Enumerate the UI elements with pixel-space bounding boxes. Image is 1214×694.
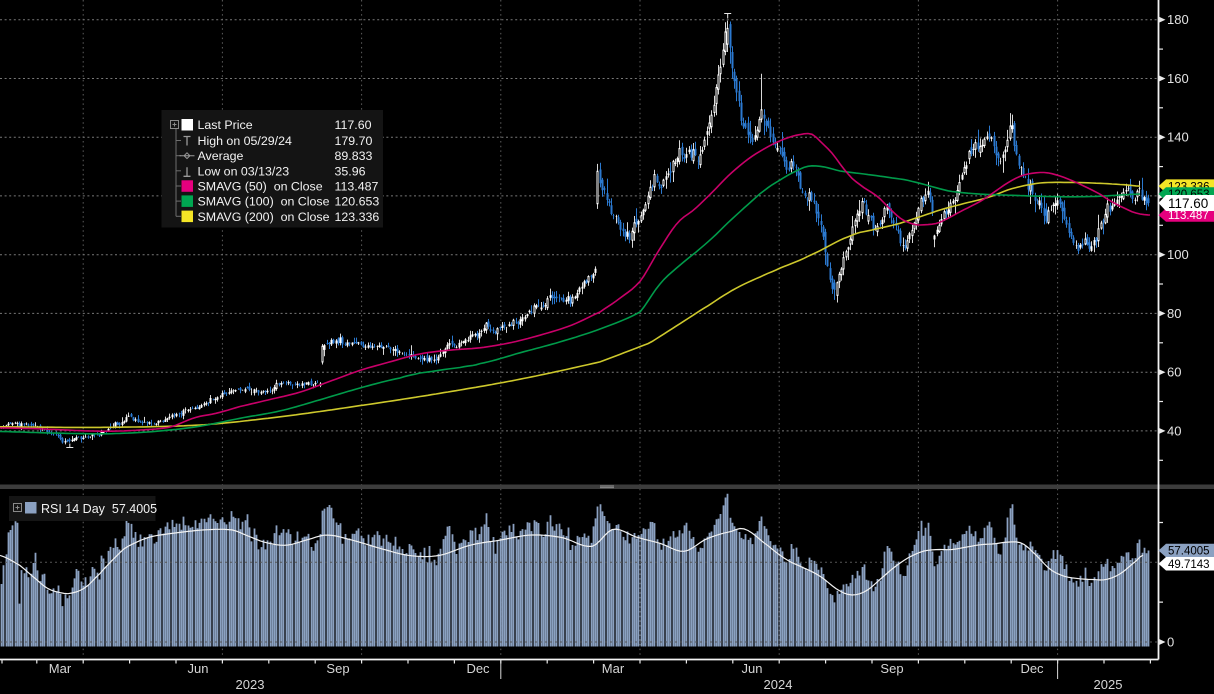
svg-text:180: 180 <box>1167 12 1189 27</box>
svg-text:Mar: Mar <box>602 661 625 676</box>
svg-text:60: 60 <box>1167 365 1181 380</box>
svg-text:Mar: Mar <box>49 661 72 676</box>
svg-text:SMAVG (100) on Close: SMAVG (100) on Close <box>198 195 330 209</box>
svg-text:49.7143: 49.7143 <box>1168 559 1210 571</box>
svg-text:117.60: 117.60 <box>335 118 372 132</box>
svg-text:2024: 2024 <box>764 677 793 692</box>
svg-text:100: 100 <box>1167 247 1189 262</box>
svg-text:179.70: 179.70 <box>335 134 373 148</box>
svg-text:0: 0 <box>1167 635 1174 650</box>
svg-text:SMAVG (50) on Close: SMAVG (50) on Close <box>198 180 323 194</box>
svg-text:40: 40 <box>1167 423 1181 438</box>
svg-text:123.336: 123.336 <box>335 210 380 224</box>
svg-text:Sep: Sep <box>326 661 349 676</box>
svg-text:High on 05/29/24: High on 05/29/24 <box>198 134 292 148</box>
svg-text:2023: 2023 <box>236 677 265 692</box>
svg-text:35.96: 35.96 <box>335 164 366 178</box>
svg-text:SMAVG (200) on Close: SMAVG (200) on Close <box>198 210 330 224</box>
svg-text:Last Price: Last Price <box>198 118 253 132</box>
svg-text:80: 80 <box>1167 306 1181 321</box>
svg-text:Jun: Jun <box>188 661 209 676</box>
svg-text:117.60: 117.60 <box>1168 196 1208 211</box>
svg-text:Low on 03/13/23: Low on 03/13/23 <box>198 164 290 178</box>
svg-text:Dec: Dec <box>1020 661 1044 676</box>
svg-text:RSI 14 Day 57.4005: RSI 14 Day 57.4005 <box>41 502 157 516</box>
svg-text:Dec: Dec <box>466 661 490 676</box>
svg-text:2025: 2025 <box>1094 677 1123 692</box>
svg-text:113.487: 113.487 <box>335 180 379 194</box>
svg-text:Average: Average <box>198 149 244 163</box>
svg-text:Sep: Sep <box>880 661 903 676</box>
svg-text:89.833: 89.833 <box>335 149 373 163</box>
svg-text:113.487: 113.487 <box>1168 210 1209 222</box>
svg-text:Jun: Jun <box>742 661 763 676</box>
svg-text:57.4005: 57.4005 <box>1168 546 1210 558</box>
svg-text:160: 160 <box>1167 71 1189 86</box>
svg-text:120.653: 120.653 <box>335 195 380 209</box>
svg-text:140: 140 <box>1167 130 1189 145</box>
